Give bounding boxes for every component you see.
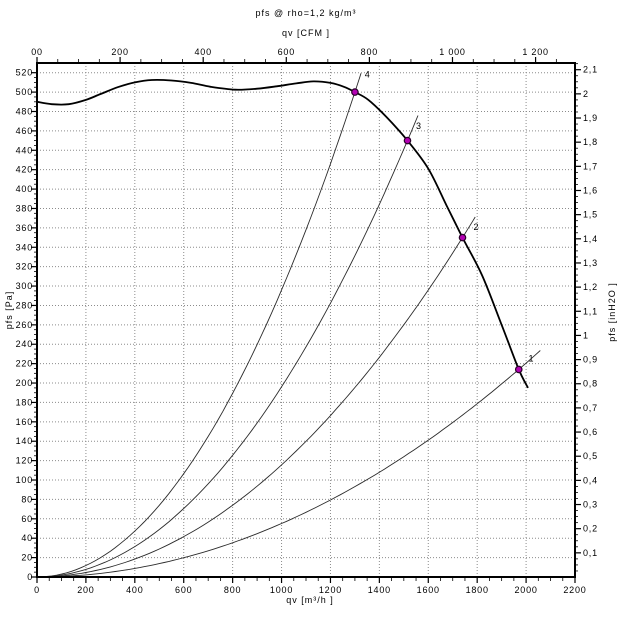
tick-label: 140 [16, 436, 33, 446]
tick-label: 600 [278, 47, 295, 57]
left-axis: 0 20 40 60 80 100 120 140 160 180 200 220 240 260 280 3… [16, 68, 36, 582]
tick-label: 0,7 [583, 403, 598, 413]
tick-label: 400 [126, 585, 143, 595]
tick-label: 300 [16, 281, 33, 291]
tick-label: 320 [16, 262, 33, 272]
tick-label: 440 [16, 145, 33, 155]
tick-label: 20 [21, 553, 33, 563]
tick-label: 460 [16, 126, 33, 136]
right-axis: 0,1 0,2 0,3 0,4 0,5 0,6 0,7 0,8 0,9 1 1,1 1,2 1,3 1,4… [576, 63, 598, 572]
tick-label: 40 [21, 533, 33, 543]
tick-label: 1,9 [583, 113, 598, 123]
tick-label: 0,8 [583, 379, 598, 389]
system-curve-1 [37, 350, 541, 578]
tick-label: 0,5 [583, 451, 598, 461]
tick-label: 1,2 [583, 282, 598, 292]
system-curve-3 [36, 115, 419, 578]
chart-title: pfs @ rho=1,2 kg/m³ [255, 8, 357, 18]
operating-points [351, 88, 523, 374]
plot-frame [36, 62, 576, 578]
tick-label: 1 [583, 330, 589, 340]
tick-label: 1000 [270, 585, 293, 595]
tick-label: 520 [16, 68, 33, 78]
bottom-axis-title: qv [m³/h ] [286, 595, 334, 605]
tick-label: 2 [583, 89, 589, 99]
tick-label: 500 [16, 87, 33, 97]
tick-label: 280 [16, 300, 33, 310]
tick-label: 400 [194, 47, 211, 57]
tick-label: 200 [16, 378, 33, 388]
tick-label: 800 [361, 47, 378, 57]
tick-label: 240 [16, 339, 33, 349]
system-curves: 4 3 2 1 [36, 70, 541, 578]
grid [37, 63, 575, 577]
tick-label: 0,6 [583, 427, 598, 437]
tick-label: 1600 [417, 585, 440, 595]
operating-point-2 [458, 233, 467, 242]
system-curve-label-3: 3 [416, 121, 422, 131]
operating-point-3 [403, 136, 412, 145]
tick-label: 180 [16, 397, 33, 407]
right-axis-title: pfs [inH2O ] [607, 282, 617, 342]
tick-label: 1400 [368, 585, 391, 595]
tick-label: 1,4 [583, 234, 598, 244]
tick-label: 1,6 [583, 185, 598, 195]
tick-label: 0,3 [583, 500, 598, 510]
tick-label: 200 [77, 585, 94, 595]
fan-curve [36, 78, 529, 389]
tick-label: 380 [16, 203, 33, 213]
tick-label: 2000 [514, 585, 537, 595]
tick-label: 2,1 [583, 65, 598, 75]
bottom-axis: 0 200 400 600 800 1000 1200 1400 1600 1800 2000 220… [34, 578, 586, 595]
left-axis-title: pfs [Pa] [4, 290, 14, 330]
system-curve-2 [37, 216, 476, 578]
tick-label: 100 [16, 475, 33, 485]
tick-label: 160 [16, 417, 33, 427]
tick-label: 1,5 [583, 210, 598, 220]
operating-point-1 [514, 365, 523, 374]
tick-label: 80 [21, 494, 33, 504]
tick-label: 1,1 [583, 306, 598, 316]
tick-label: 420 [16, 165, 33, 175]
tick-label: 0,1 [583, 548, 598, 558]
top-axis-title: qv [CFM ] [281, 28, 331, 38]
tick-label: 00 [31, 47, 43, 57]
tick-label: 0 [34, 585, 40, 595]
tick-label: 800 [224, 585, 241, 595]
system-curve-label-2: 2 [474, 222, 480, 232]
system-curve-label-1: 1 [529, 354, 535, 364]
top-axis: 00 200 400 600 800 1 000 1 200 [31, 47, 557, 62]
tick-label: 1,8 [583, 137, 598, 147]
fan-curve-group [36, 78, 529, 389]
tick-label: 220 [16, 359, 33, 369]
tick-label: 0,9 [583, 355, 598, 365]
tick-label: 260 [16, 320, 33, 330]
tick-label: 60 [21, 514, 33, 524]
tick-label: 360 [16, 223, 33, 233]
tick-label: 2200 [563, 585, 586, 595]
tick-label: 600 [175, 585, 192, 595]
tick-label: 0 [27, 572, 33, 582]
tick-label: 1,3 [583, 258, 598, 268]
tick-label: 0,2 [583, 524, 598, 534]
tick-label: 1 200 [522, 47, 549, 57]
tick-label: 480 [16, 106, 33, 116]
operating-point-4 [351, 88, 359, 96]
tick-label: 340 [16, 242, 33, 252]
system-curve-label-4: 4 [365, 70, 371, 80]
tick-label: 400 [16, 184, 33, 194]
tick-label: 1 000 [439, 47, 466, 57]
tick-label: 200 [111, 47, 128, 57]
tick-label: 120 [16, 456, 33, 466]
tick-label: 1,7 [583, 161, 598, 171]
tick-label: 0,4 [583, 475, 598, 485]
tick-label: 1800 [466, 585, 489, 595]
tick-label: 1200 [319, 585, 342, 595]
system-curve-4 [36, 73, 362, 578]
